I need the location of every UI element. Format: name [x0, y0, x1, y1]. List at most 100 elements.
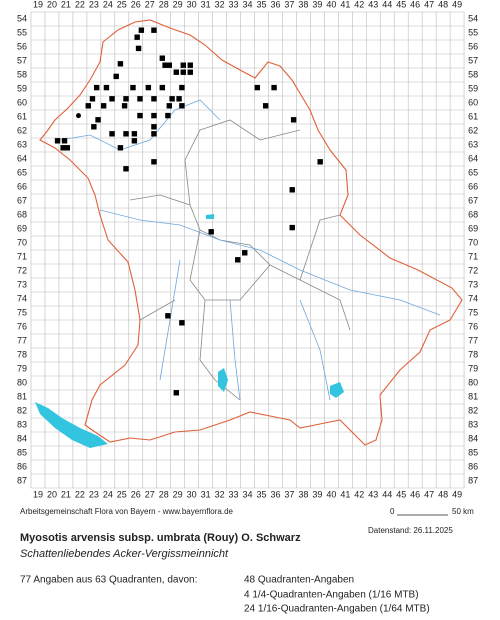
record [131, 131, 138, 137]
record [176, 96, 182, 102]
column-label: 31 [201, 489, 211, 499]
record [187, 69, 193, 75]
row-label: 77 [17, 335, 27, 345]
row-label: 74 [17, 293, 27, 303]
row-label: 68 [17, 209, 27, 219]
column-label: 26 [131, 0, 141, 9]
scale-start: 0 [390, 507, 395, 516]
column-label: 25 [117, 0, 127, 9]
row-label: 56 [17, 41, 27, 51]
record [179, 103, 185, 109]
species-title: Myosotis arvensis subsp. umbrata (Rouy) … [20, 532, 301, 544]
row-label: 54 [468, 13, 478, 23]
row-label: 65 [468, 167, 478, 177]
column-label: 33 [229, 0, 239, 9]
date: Datenstand: 26.11.2025 [368, 526, 453, 535]
row-label: 73 [468, 279, 478, 289]
record [242, 250, 248, 256]
column-label: 40 [326, 0, 336, 9]
column-label: 33 [229, 489, 239, 499]
record [130, 84, 136, 91]
column-label: 46 [410, 489, 420, 499]
record [93, 84, 100, 91]
record [75, 113, 81, 119]
record [165, 112, 171, 119]
column-label: 41 [340, 489, 350, 499]
detail: 24 1/16-Quadranten-Angaben (1/64 MTB) [244, 604, 430, 615]
column-label: 36 [270, 489, 280, 499]
row-label: 71 [17, 251, 27, 261]
record [95, 117, 101, 123]
row-label: 57 [468, 55, 478, 65]
record [162, 62, 168, 68]
record [165, 313, 171, 319]
row-label: 74 [468, 293, 478, 303]
row-label: 66 [468, 181, 478, 191]
column-label: 29 [173, 0, 183, 9]
record [54, 138, 61, 144]
row-label: 76 [468, 321, 478, 331]
row-label: 86 [17, 461, 27, 471]
column-label: 46 [410, 0, 420, 9]
column-label: 42 [354, 489, 364, 499]
row-label: 81 [17, 391, 27, 401]
column-label: 19 [33, 0, 43, 9]
record [135, 45, 142, 52]
row-label: 80 [17, 377, 27, 387]
record [151, 159, 157, 165]
row-label: 55 [17, 27, 27, 37]
record [159, 55, 166, 61]
column-label: 35 [256, 489, 266, 499]
district-borders [129, 119, 351, 401]
record [317, 159, 323, 165]
scale-end: 50 km [452, 507, 474, 516]
column-label: 48 [438, 489, 448, 499]
column-label: 23 [89, 0, 99, 9]
row-label: 64 [17, 153, 27, 163]
column-label: 38 [298, 0, 308, 9]
row-label: 83 [468, 419, 478, 429]
row-label: 62 [17, 125, 27, 135]
row-label: 80 [468, 377, 478, 387]
row-label: 61 [17, 111, 27, 121]
grid [30, 11, 465, 489]
record [60, 145, 66, 151]
column-label: 23 [89, 489, 99, 499]
lake-constance [35, 402, 108, 448]
record [61, 138, 68, 144]
column-label: 34 [243, 489, 253, 499]
column-label: 30 [187, 0, 197, 9]
row-label: 59 [17, 83, 27, 93]
row-label: 69 [17, 223, 27, 233]
record [208, 229, 214, 235]
record [151, 27, 157, 33]
record [179, 84, 185, 91]
record [64, 145, 71, 151]
row-label: 81 [468, 391, 478, 401]
row-label: 75 [17, 307, 27, 317]
lake [330, 382, 344, 398]
record [91, 124, 97, 130]
column-label: 27 [145, 0, 155, 9]
row-label: 72 [468, 265, 478, 275]
row-label: 67 [17, 195, 27, 205]
row-label: 84 [17, 433, 27, 443]
axis-labels: 19 19 20 20 21 21 22 22 23 23 24 24 25 25 26 26 27 27 28 28… [17, 0, 478, 499]
column-label: 39 [312, 0, 322, 9]
record [100, 103, 107, 109]
credit: Arbeitsgemeinschaft Flora von Bayern - w… [20, 507, 234, 516]
record [173, 390, 179, 396]
column-label: 19 [33, 489, 43, 499]
column-label: 39 [312, 489, 322, 499]
column-label: 40 [326, 489, 336, 499]
column-label: 38 [298, 489, 308, 499]
row-label: 54 [17, 13, 27, 23]
species-subtitle: Schattenliebendes Acker-Vergissmeinnicht [20, 548, 229, 560]
row-label: 69 [468, 223, 478, 233]
row-label: 63 [17, 139, 27, 149]
record [235, 257, 241, 263]
row-label: 70 [17, 237, 27, 247]
record [103, 84, 110, 91]
row-label: 78 [17, 349, 27, 359]
